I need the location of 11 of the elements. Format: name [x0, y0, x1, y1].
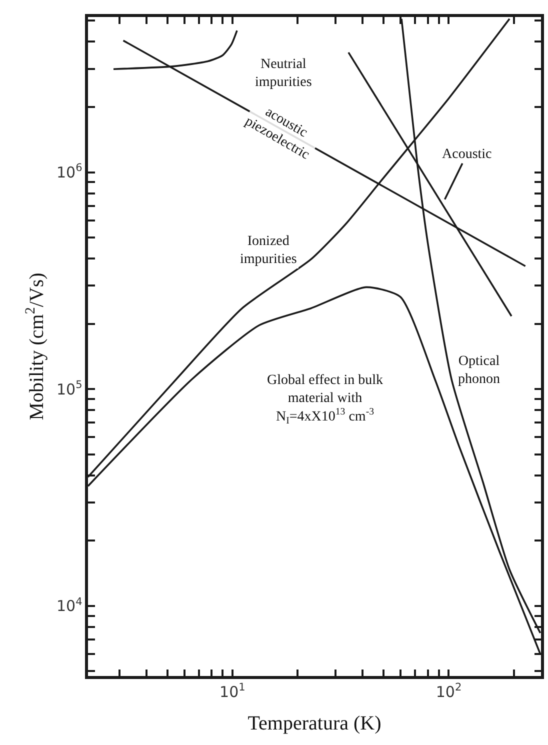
- x-axis-title: Temperatura (K): [248, 712, 382, 734]
- y-tick-label: 10$^{5}$: [56, 379, 82, 398]
- annotation: Acoustic: [442, 147, 492, 162]
- y-tick-label: 10$^{4}$: [56, 596, 83, 616]
- x-tick-label: 10$^{1}$: [220, 681, 246, 701]
- x-tick-label: 10$^{2}$: [436, 681, 462, 701]
- annotation: Optical phonon: [458, 354, 500, 388]
- annotation: Ionized impurities: [240, 234, 297, 268]
- y-tick-label: 10$^{6}$: [56, 162, 83, 182]
- annotation: Global effect in bulk material with N$_{I}$=4xX10$^{13}$ cm$^{-3}$: [267, 373, 383, 426]
- annotation: Neutrial impurities: [255, 57, 312, 90]
